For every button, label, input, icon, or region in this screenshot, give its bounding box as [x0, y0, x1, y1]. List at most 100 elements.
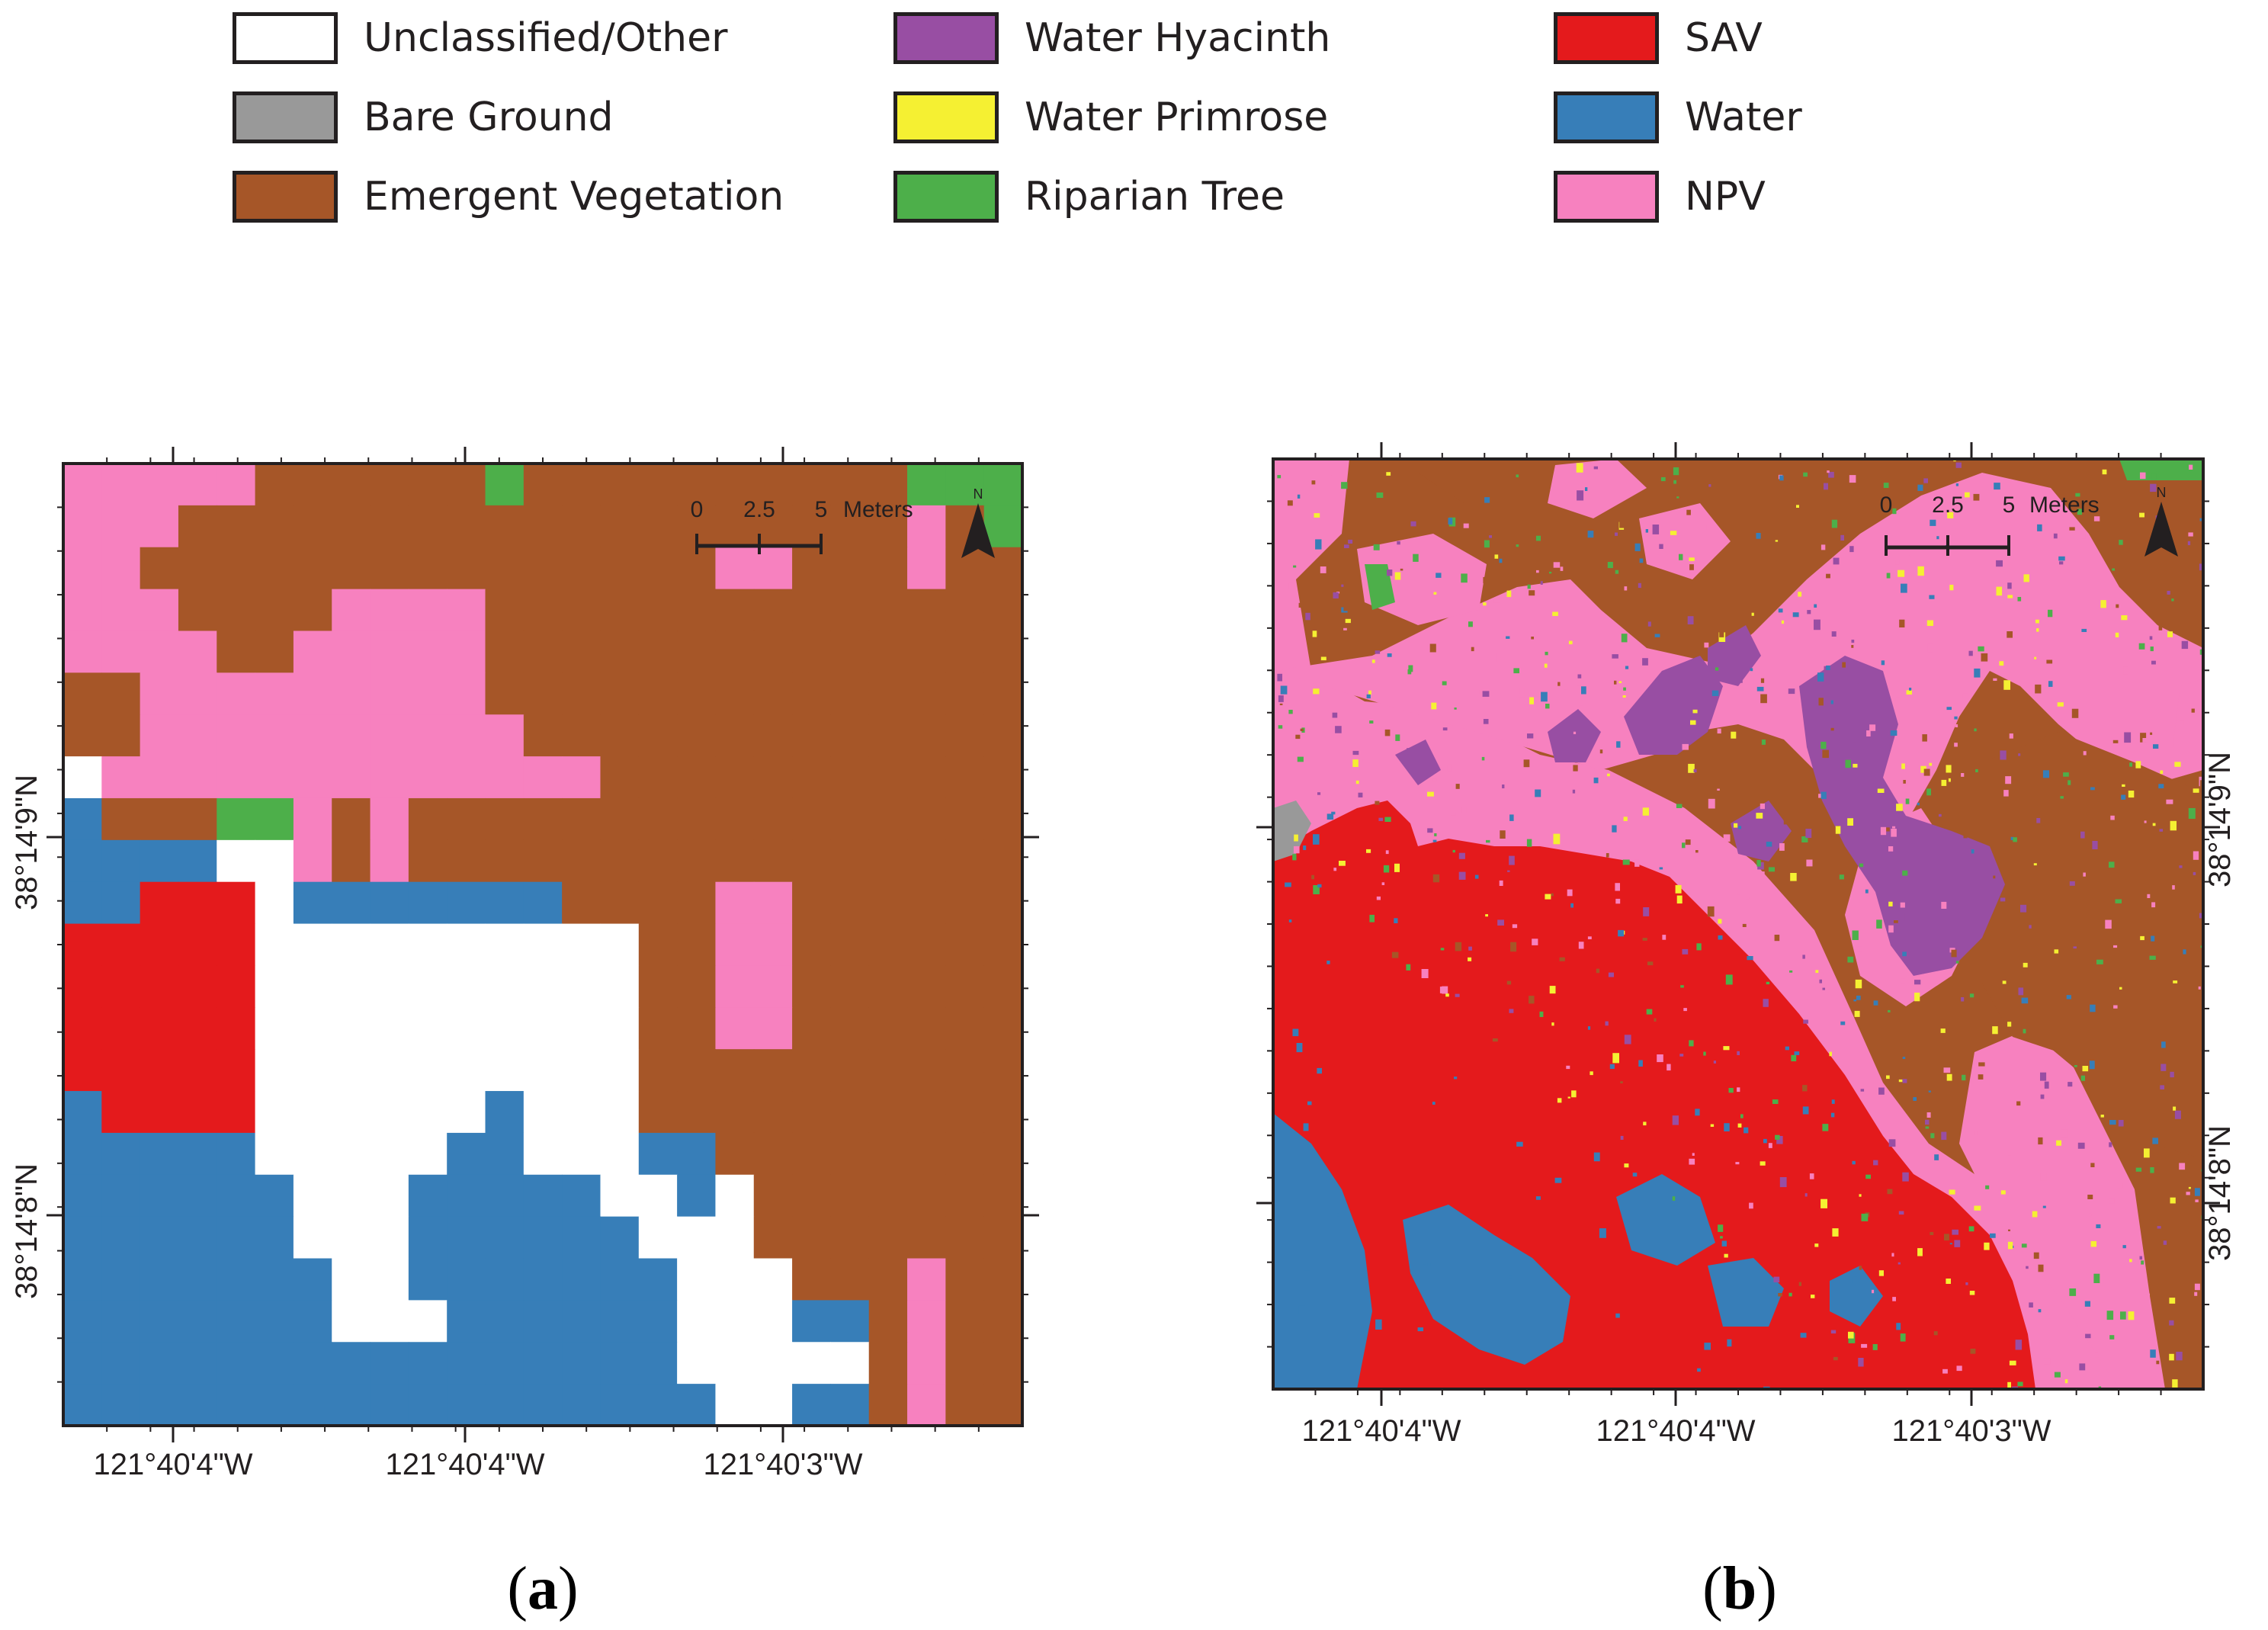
- grid-cell: [715, 1384, 755, 1426]
- grid-cell: [983, 1216, 1023, 1259]
- grid-cell: [101, 1049, 141, 1092]
- grid-cell: [447, 464, 486, 506]
- grid-cell: [753, 1216, 793, 1259]
- grid-cell: [332, 505, 371, 548]
- grid-cell: [907, 505, 946, 548]
- grid-cell: [907, 631, 946, 673]
- grid-cell: [562, 1091, 601, 1134]
- grid-cell: [332, 1049, 371, 1092]
- grid-cell: [600, 797, 640, 841]
- grid-cell: [523, 547, 563, 590]
- legend-label: Riparian Tree: [1025, 174, 1285, 220]
- grid-cell: [255, 965, 294, 1008]
- grid-cell: [600, 1342, 640, 1385]
- grid-cell: [907, 1132, 946, 1176]
- grid-cell: [600, 839, 640, 883]
- grid-cell: [332, 1384, 371, 1426]
- grid-cell: [370, 839, 409, 883]
- grid-cell: [830, 1384, 870, 1426]
- grid-cell: [217, 547, 256, 590]
- grid-cell: [638, 1342, 678, 1385]
- grid-cell: [792, 1342, 831, 1385]
- legend-swatch: [233, 91, 338, 143]
- grid-cell: [217, 756, 256, 799]
- grid-cell: [140, 797, 179, 841]
- grid-cell: [523, 1342, 563, 1385]
- grid-cell: [63, 1384, 102, 1426]
- grid-cell: [638, 923, 678, 967]
- grid-cell: [753, 1300, 793, 1343]
- grid-cell: [408, 505, 448, 548]
- grid-cell: [101, 1384, 141, 1426]
- legend-swatch: [233, 171, 338, 223]
- grid-cell: [140, 1007, 179, 1050]
- grid-cell: [677, 1174, 717, 1218]
- panel-b-graticule-ticks: [1256, 442, 2220, 1406]
- grid-cell: [983, 1007, 1023, 1050]
- grid-cell: [907, 1216, 946, 1259]
- grid-cell: [983, 464, 1023, 506]
- grid-cell: [983, 965, 1023, 1008]
- grid-cell: [523, 714, 563, 757]
- panel-b-north-label: N: [2157, 485, 2167, 500]
- grid-cell: [255, 1216, 294, 1259]
- grid-cell: [101, 714, 141, 757]
- grid-cell: [600, 881, 640, 925]
- grid-cell: [255, 505, 294, 548]
- grid-cell: [101, 1132, 141, 1176]
- grid-cell: [983, 1384, 1023, 1426]
- grid-cell: [523, 1132, 563, 1176]
- grid-cell: [485, 797, 524, 841]
- grid-cell: [101, 923, 141, 967]
- grid-cell: [332, 547, 371, 590]
- grid-cell: [370, 965, 409, 1008]
- grid-cell: [178, 839, 217, 883]
- grid-cell: [562, 923, 601, 967]
- grid-cell: [983, 839, 1023, 883]
- legend-swatch: [893, 91, 999, 143]
- grid-cell: [332, 1091, 371, 1134]
- grid-cell: [178, 1007, 217, 1050]
- grid-cell: [255, 1384, 294, 1426]
- grid-cell: [523, 672, 563, 715]
- grid-cell: [408, 589, 448, 632]
- grid-cell: [907, 1007, 946, 1050]
- grid-cell: [523, 1007, 563, 1050]
- grid-cell: [753, 965, 793, 1008]
- grid-cell: [408, 672, 448, 715]
- grid-cell: [217, 881, 256, 925]
- grid-cell: [983, 714, 1023, 757]
- grid-cell: [447, 589, 486, 632]
- grid-cell: [945, 714, 985, 757]
- grid-cell: [562, 1342, 601, 1385]
- grid-cell: [140, 881, 179, 925]
- grid-cell: [293, 1049, 332, 1092]
- grid-cell: [945, 881, 985, 925]
- grid-cell: [485, 505, 524, 548]
- grid-cell: [293, 714, 332, 757]
- grid-cell: [868, 631, 908, 673]
- grid-cell: [792, 714, 831, 757]
- grid-cell: [562, 589, 601, 632]
- legend-item: NPV: [1554, 168, 1766, 226]
- grid-cell: [983, 923, 1023, 967]
- grid-cell: [638, 1258, 678, 1301]
- panel-a-scale-max: 5: [815, 497, 828, 522]
- grid-cell: [523, 1216, 563, 1259]
- grid-cell: [830, 672, 870, 715]
- grid-cell: [332, 965, 371, 1008]
- grid-cell: [447, 839, 486, 883]
- panel-b-label: (b): [1702, 1555, 1777, 1622]
- grid-cell: [178, 714, 217, 757]
- grid-cell: [370, 1174, 409, 1218]
- grid-cell: [562, 1384, 601, 1426]
- grid-cell: [101, 1174, 141, 1218]
- grid-cell: [638, 672, 678, 715]
- grid-cell: [63, 1132, 102, 1176]
- grid-cell: [907, 839, 946, 883]
- grid-cell: [830, 631, 870, 673]
- grid-cell: [715, 756, 755, 799]
- grid-cell: [293, 881, 332, 925]
- panel-a-north-arrow-icon: N: [961, 486, 995, 558]
- grid-cell: [945, 965, 985, 1008]
